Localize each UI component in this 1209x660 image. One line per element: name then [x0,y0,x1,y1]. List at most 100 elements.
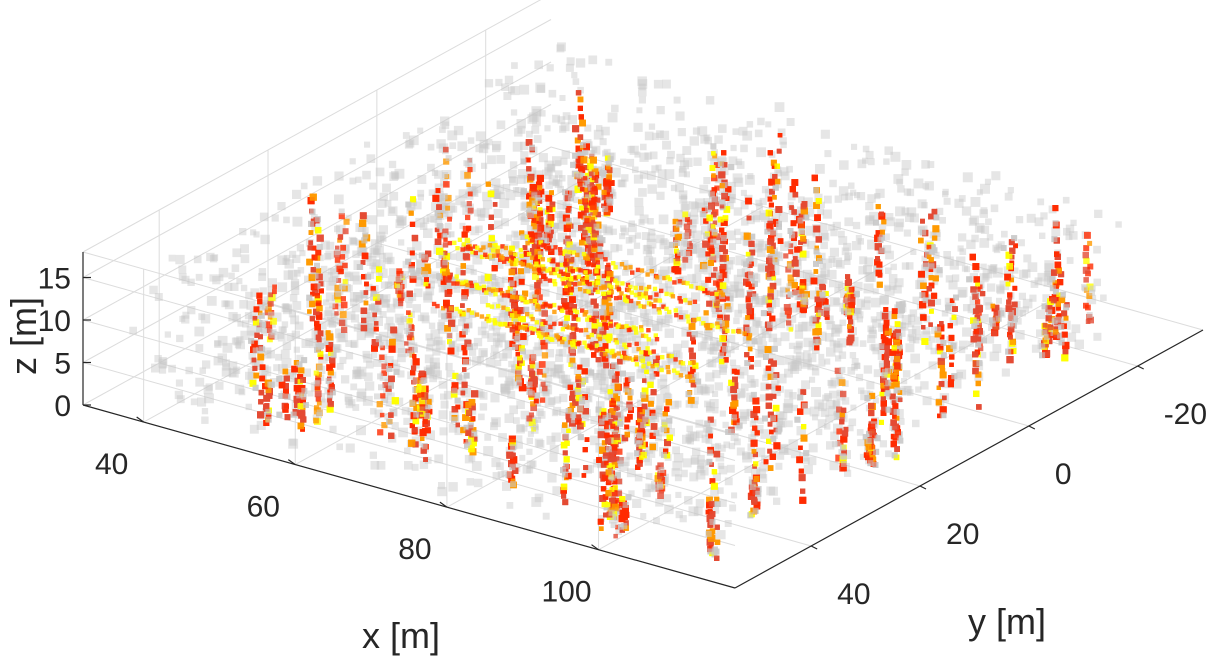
haze-point [539,110,546,117]
haze-point [459,222,466,229]
haze-point [971,234,979,243]
haze-point [656,394,665,403]
haze-point [751,273,761,283]
column-point [342,228,349,235]
haze-point [720,166,729,176]
haze-point [807,364,814,371]
haze-point [944,256,954,266]
haze-point [364,322,373,331]
haze-point [920,331,931,341]
haze-point [429,357,440,368]
column-point [466,201,472,207]
haze-point [890,263,897,271]
haze-point [412,241,422,251]
haze-point [826,441,835,450]
haze-point [710,487,719,496]
haze-point [720,274,730,284]
haze-point [261,366,272,377]
haze-point [593,459,602,468]
haze-point [417,314,425,322]
haze-point [513,231,522,241]
haze-point [747,173,754,180]
haze-point [719,257,728,266]
haze-point [456,251,467,262]
haze-point [949,317,958,326]
haze-point [756,203,763,210]
haze-point [376,259,386,269]
haze-point [628,234,637,243]
haze-point [790,364,800,374]
haze-point [884,146,893,155]
haze-point [384,199,392,207]
haze-point [468,186,478,196]
haze-point [726,385,734,393]
haze-point [369,247,380,258]
haze-point [439,427,448,436]
haze-point [739,409,750,419]
column-point [462,225,470,233]
haze-point [290,315,300,325]
haze-point [696,330,703,338]
haze-point [664,245,674,256]
haze-point [818,402,827,412]
haze-point [224,283,233,291]
haze-point [741,218,749,226]
haze-point [335,260,344,269]
haze-point [795,352,805,361]
haze-point [800,359,811,369]
haze-point [808,340,819,351]
haze-point [968,340,974,347]
haze-point [697,126,708,137]
haze-point [753,243,763,253]
haze-point [832,257,843,267]
column-haze [652,484,659,491]
haze-point [417,175,427,184]
haze-point [317,374,325,381]
haze-point [719,184,730,195]
haze-point [249,309,259,319]
haze-point [211,254,219,261]
column-haze [442,172,449,178]
haze-point [754,360,762,367]
haze-point [569,230,577,238]
haze-point [756,248,766,258]
haze-point [979,209,988,218]
column-point [1082,251,1089,259]
haze-point [917,199,927,209]
haze-point [475,144,484,153]
haze-point [778,213,788,223]
haze-point [859,340,867,347]
haze-point [779,137,787,145]
haze-point [494,277,505,288]
column-point [657,462,664,469]
haze-point [432,370,442,380]
haze-point [544,125,551,132]
haze-point [885,267,892,274]
haze-point [277,333,286,342]
haze-point [746,121,754,128]
haze-point [296,354,304,362]
haze-point [289,438,297,446]
haze-point [247,368,255,376]
haze-point [205,383,213,391]
haze-point [501,218,509,227]
haze-point [506,502,514,509]
haze-point [511,230,519,238]
haze-point [850,189,857,196]
haze-point [428,322,436,329]
column-point [536,368,543,375]
haze-point [554,160,561,167]
haze-point [559,95,566,101]
haze-point [992,344,1002,353]
haze-point [771,249,778,256]
haze-point [1022,298,1033,309]
haze-point [182,311,190,319]
column-haze [445,155,452,162]
haze-point [398,323,406,331]
grid-line-z [82,277,736,461]
column-point [616,478,623,485]
haze-point [318,321,327,330]
haze-point [638,219,645,226]
haze-point [779,411,788,420]
haze-point [366,256,377,266]
